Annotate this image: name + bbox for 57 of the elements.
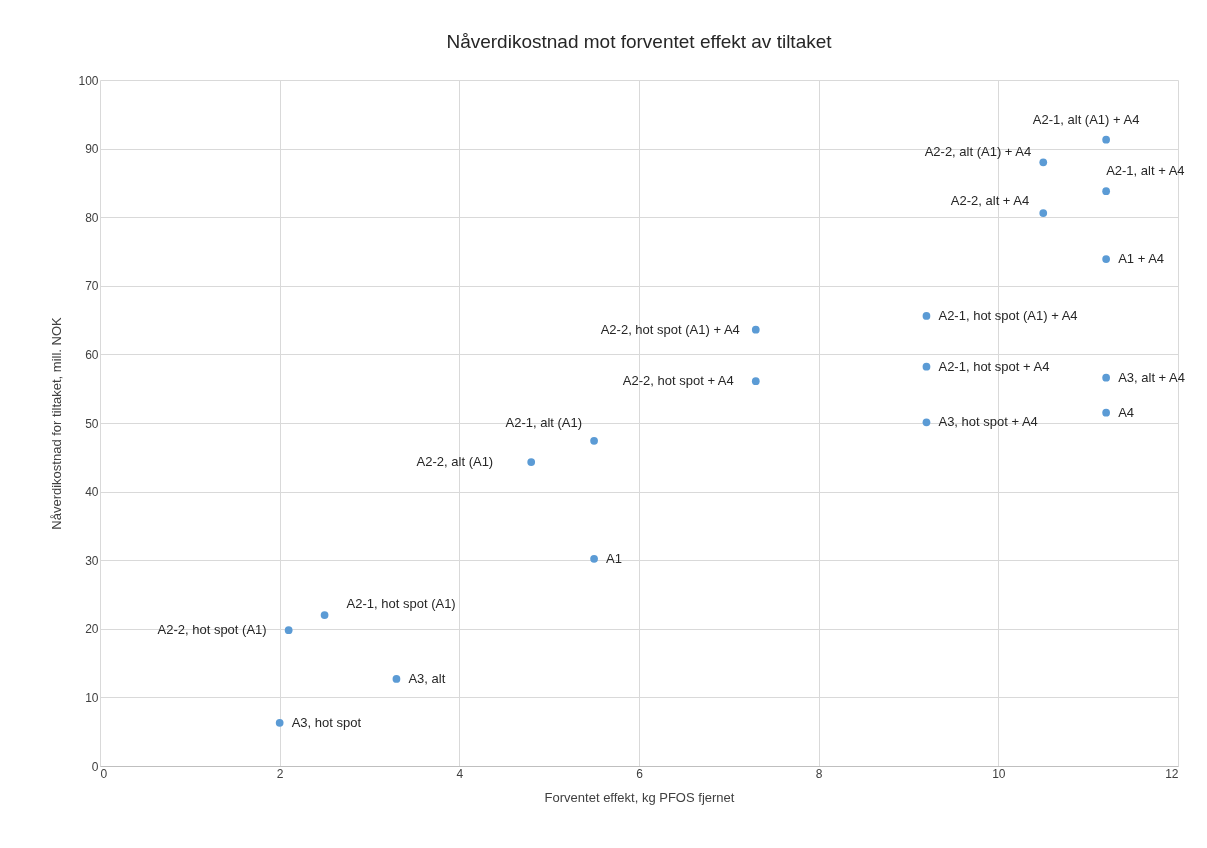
x-tick-label: 4 (456, 766, 464, 781)
annotation: A1 (606, 550, 622, 566)
y-tick-label: 10 (85, 690, 99, 705)
point (1039, 209, 1048, 217)
point (1102, 135, 1111, 144)
annotation: A2-2, hot spot (A1) (157, 622, 267, 638)
y-tick-label: 70 (85, 279, 99, 294)
point (1102, 255, 1111, 263)
annotation: A2-2, hot spot (A1) + A4 (600, 321, 740, 337)
y-tick-label: 90 (85, 142, 99, 157)
point (922, 312, 931, 320)
point (590, 436, 598, 445)
point (1102, 373, 1111, 382)
annotation: A2-2, alt (A1) + A4 (924, 144, 1032, 160)
annotation: A2-1, alt + A4 (1106, 163, 1185, 179)
x-axis-title: Forventet effekt, kg PFOS fjernet (544, 789, 735, 805)
annotation: A2-1, hot spot + A4 (938, 358, 1050, 374)
annotation: A2-1, hot spot (A1) + A4 (938, 307, 1078, 323)
x-tick-label: 2 (276, 766, 284, 781)
annotation: A3, hot spot (291, 714, 362, 730)
point (751, 377, 760, 386)
y-tick-label: 30 (85, 553, 99, 568)
point (320, 611, 329, 619)
point (922, 362, 931, 371)
point (590, 554, 598, 563)
annotation: A2-2, alt + A4 (950, 193, 1030, 209)
point (1039, 158, 1048, 167)
y-tick-label: 100 (78, 73, 99, 88)
y-tick-label: 40 (85, 485, 99, 500)
y-axis-title: Nåverdikostnad for tiltaket, mill. NOK (49, 316, 65, 530)
annotation: A3, alt (408, 670, 446, 686)
annotation: A2-1, alt (A1) (505, 414, 583, 430)
x-tick-label: 8 (815, 766, 823, 781)
annotation: A3, alt + A4 (1118, 369, 1185, 385)
y-tick-label: 60 (85, 347, 99, 362)
annotation: A2-2, alt (A1) (416, 454, 494, 470)
point (275, 718, 284, 727)
y-tick-label: 20 (85, 622, 99, 637)
y-tick-label: 50 (85, 416, 99, 431)
annotation: A2-1, alt (A1) + A4 (1032, 111, 1140, 127)
point (1102, 408, 1111, 417)
point (1102, 187, 1111, 195)
point (527, 458, 536, 466)
x-tick-label: 10 (992, 766, 1006, 781)
annotation: A3, hot spot + A4 (938, 414, 1038, 430)
point (392, 675, 401, 683)
chart-title: Nåverdikostnad mot forventet effekt av tiltaket (446, 31, 833, 52)
x-tick-label: 12 (1165, 766, 1179, 781)
annotation: A4 (1118, 404, 1135, 420)
point (751, 325, 760, 334)
annotation: A2-2, hot spot + A4 (622, 373, 734, 389)
point (922, 418, 931, 427)
point (284, 626, 293, 635)
x-tick-label: 6 (636, 766, 644, 781)
annotation: A2-1, hot spot (A1) (346, 596, 456, 612)
y-tick-label: 80 (85, 210, 99, 225)
annotation: A1 + A4 (1118, 251, 1165, 267)
